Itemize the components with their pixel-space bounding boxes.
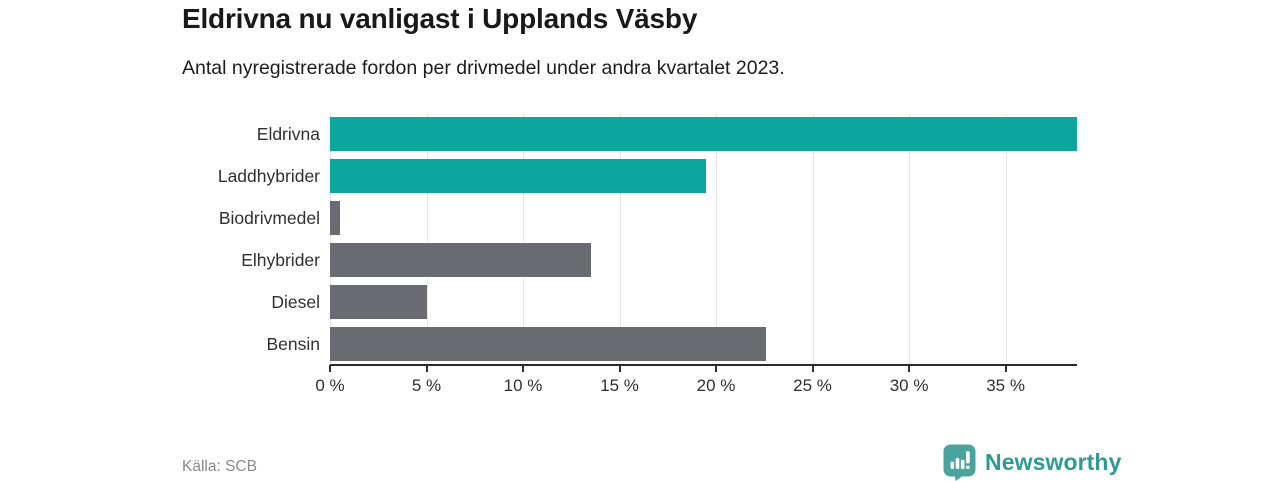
x-tick-0 bbox=[329, 365, 331, 372]
gridline-25 bbox=[812, 113, 814, 365]
x-tick-label-35: 35 % bbox=[986, 376, 1025, 395]
gridline-20 bbox=[716, 113, 718, 365]
x-tick-35 bbox=[1004, 365, 1007, 372]
x-tick-10 bbox=[522, 365, 525, 372]
gridline-5 bbox=[426, 113, 428, 365]
x-tick-label-20: 20 % bbox=[696, 376, 736, 395]
x-tick-label-10: 10 % bbox=[503, 376, 543, 395]
bar-laddhybrider bbox=[330, 159, 707, 193]
newsworthy-badge-icon bbox=[943, 444, 976, 481]
category-label-laddhybrider: Laddhybrider bbox=[217, 166, 320, 186]
bar-eldrivna bbox=[330, 117, 1077, 151]
category-label-diesel: Diesel bbox=[271, 292, 320, 312]
category-label-bensin: Bensin bbox=[266, 334, 320, 354]
category-label-elhybrider: Elhybrider bbox=[241, 250, 320, 270]
plot-area: 0 % 5 % 10 % 15 % 20 % 25 % 30 % 35 % Eldrivna La… bbox=[218, 113, 1077, 395]
x-tick-15 bbox=[618, 365, 621, 372]
x-tick-label-15: 15 % bbox=[600, 376, 639, 395]
bar-diesel bbox=[330, 285, 427, 319]
gridline-10 bbox=[523, 113, 525, 365]
gridline-30 bbox=[909, 113, 911, 365]
x-tick-20 bbox=[715, 365, 718, 372]
gridline-35 bbox=[1005, 113, 1007, 365]
x-tick-5 bbox=[425, 365, 428, 372]
x-tick-25 bbox=[811, 365, 814, 372]
x-tick-30 bbox=[908, 365, 911, 372]
x-tick-label-0: 0 % bbox=[315, 376, 345, 395]
category-label-biodrivmedel: Biodrivmedel bbox=[218, 208, 320, 228]
x-axis-line bbox=[330, 364, 1077, 366]
bar-bensin bbox=[330, 327, 767, 361]
chart-subtitle: Antal nyregistrerade fordon per drivmede… bbox=[182, 57, 785, 79]
chart-title: Eldrivna nu vanligast i Upplands Väsby bbox=[182, 3, 698, 34]
x-tick-label-5: 5 % bbox=[411, 376, 442, 395]
gridline-15 bbox=[619, 113, 621, 365]
gridline-0 bbox=[330, 113, 331, 365]
source-label: Källa: SCB bbox=[182, 458, 257, 475]
category-label-eldrivna: Eldrivna bbox=[256, 124, 320, 144]
brand-name: Newsworthy bbox=[985, 449, 1122, 475]
newsworthy-logo: Newsworthy bbox=[943, 444, 1121, 481]
x-tick-label-25: 25 % bbox=[793, 376, 832, 395]
x-tick-label-30: 30 % bbox=[889, 376, 929, 395]
bar-elhybrider bbox=[330, 243, 591, 277]
bar-biodrivmedel bbox=[330, 201, 340, 235]
